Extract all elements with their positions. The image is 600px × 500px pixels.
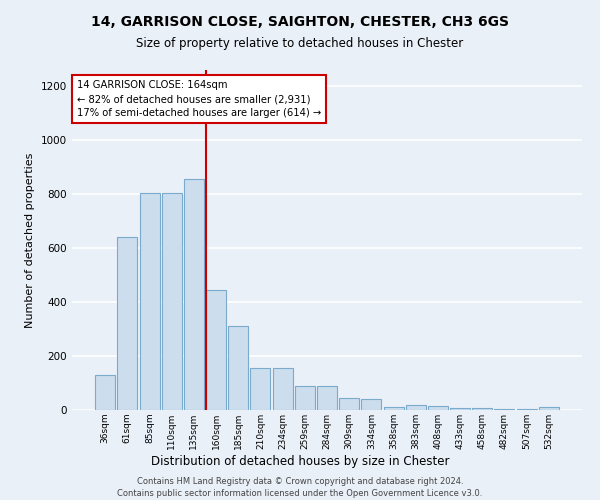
Bar [406, 406, 426, 410]
Bar [95, 375, 115, 410]
Bar [339, 398, 359, 410]
Bar [140, 193, 160, 410]
Bar [272, 368, 293, 410]
Bar [539, 408, 559, 410]
Bar [361, 399, 382, 410]
Text: 14, GARRISON CLOSE, SAIGHTON, CHESTER, CH3 6GS: 14, GARRISON CLOSE, SAIGHTON, CHESTER, C… [91, 15, 509, 29]
Bar [228, 326, 248, 410]
Bar [494, 408, 514, 410]
Text: Distribution of detached houses by size in Chester: Distribution of detached houses by size … [151, 455, 449, 468]
Bar [184, 180, 204, 410]
Bar [383, 407, 404, 410]
Text: 14 GARRISON CLOSE: 164sqm
← 82% of detached houses are smaller (2,931)
17% of se: 14 GARRISON CLOSE: 164sqm ← 82% of detac… [77, 80, 322, 118]
Bar [250, 368, 271, 410]
Bar [162, 193, 182, 410]
Y-axis label: Number of detached properties: Number of detached properties [25, 152, 35, 328]
Text: Contains HM Land Registry data © Crown copyright and database right 2024.
Contai: Contains HM Land Registry data © Crown c… [118, 476, 482, 498]
Bar [428, 406, 448, 410]
Bar [517, 408, 536, 410]
Text: Size of property relative to detached houses in Chester: Size of property relative to detached ho… [136, 38, 464, 51]
Bar [472, 408, 492, 410]
Bar [206, 290, 226, 410]
Bar [118, 238, 137, 410]
Bar [295, 386, 315, 410]
Bar [450, 408, 470, 410]
Bar [317, 386, 337, 410]
